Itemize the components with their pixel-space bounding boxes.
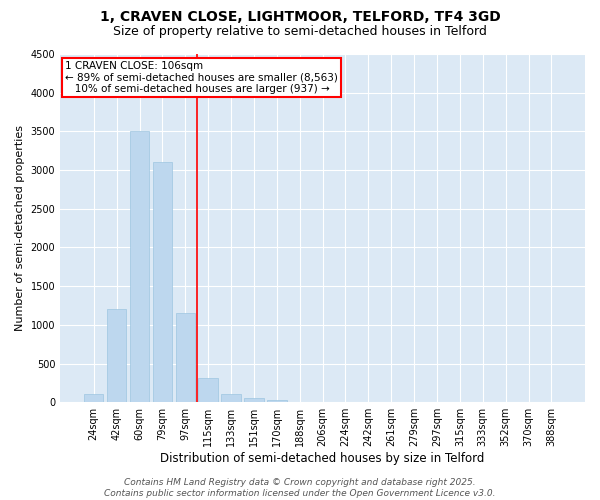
Bar bbox=[267, 400, 287, 402]
Bar bbox=[130, 132, 149, 402]
Bar bbox=[199, 378, 218, 402]
Text: 1, CRAVEN CLOSE, LIGHTMOOR, TELFORD, TF4 3GD: 1, CRAVEN CLOSE, LIGHTMOOR, TELFORD, TF4… bbox=[100, 10, 500, 24]
Text: Size of property relative to semi-detached houses in Telford: Size of property relative to semi-detach… bbox=[113, 25, 487, 38]
Bar bbox=[244, 398, 263, 402]
X-axis label: Distribution of semi-detached houses by size in Telford: Distribution of semi-detached houses by … bbox=[160, 452, 485, 465]
Text: Contains HM Land Registry data © Crown copyright and database right 2025.
Contai: Contains HM Land Registry data © Crown c… bbox=[104, 478, 496, 498]
Bar bbox=[84, 394, 103, 402]
Bar bbox=[176, 313, 195, 402]
Bar bbox=[152, 162, 172, 402]
Y-axis label: Number of semi-detached properties: Number of semi-detached properties bbox=[15, 125, 25, 331]
Bar bbox=[221, 394, 241, 402]
Bar bbox=[107, 310, 127, 402]
Text: 1 CRAVEN CLOSE: 106sqm
← 89% of semi-detached houses are smaller (8,563)
   10% : 1 CRAVEN CLOSE: 106sqm ← 89% of semi-det… bbox=[65, 61, 338, 94]
